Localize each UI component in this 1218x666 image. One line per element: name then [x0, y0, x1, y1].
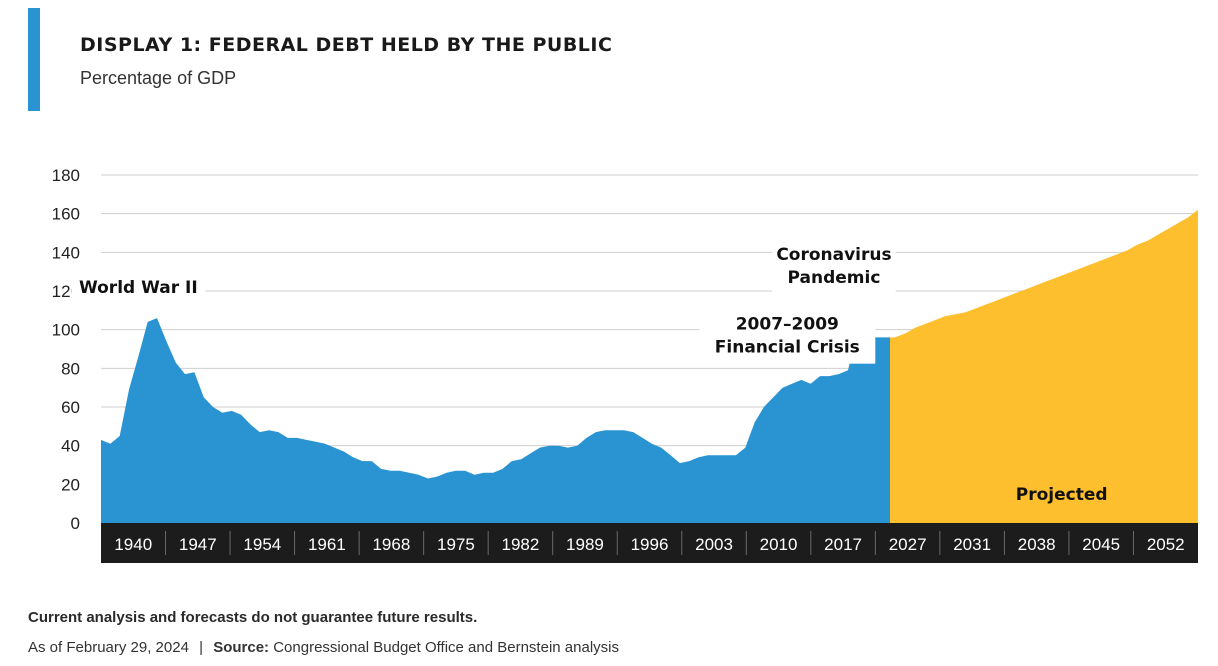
y-tick-label: 40 [61, 437, 80, 456]
projected-debt-area [890, 209, 1198, 524]
x-tick-label: 2045 [1082, 535, 1120, 554]
title-accent-bar [28, 8, 40, 111]
annotation-label: Projected [1016, 485, 1108, 505]
source-line: As of February 29, 2024 | Source: Congre… [28, 639, 619, 656]
x-tick-label: 2038 [1018, 535, 1056, 554]
source-separator: | [199, 639, 204, 656]
x-tick-label: 1989 [566, 535, 604, 554]
y-tick-label: 80 [61, 359, 80, 378]
historical-debt-area [101, 318, 890, 523]
x-axis-ticks: 1940 1947 1954 1961 1968 1975 1982 1989 1996 2003… [114, 531, 1185, 555]
source-text: Congressional Budget Office and Bernstei… [273, 639, 619, 656]
y-tick-label: 140 [52, 243, 80, 262]
chart-subtitle: Percentage of GDP [80, 68, 237, 88]
as-of-date: As of February 29, 2024 [28, 639, 189, 656]
annotation-label: Coronavirus [776, 245, 891, 265]
y-tick-label: 160 [52, 205, 80, 224]
annotations: World War II Coronavirus Pandemic 2007–2009… [71, 244, 1108, 505]
annotation-label: Financial Crisis [715, 338, 860, 358]
y-tick-label: 100 [52, 321, 80, 340]
annotation-backdrop [699, 313, 876, 364]
x-tick-label: 1940 [114, 535, 152, 554]
source-label: Source: [213, 639, 270, 656]
x-tick-label: 2010 [760, 535, 798, 554]
y-tick-label: 60 [61, 398, 80, 417]
annotation-label: World War II [79, 278, 198, 298]
x-tick-label: 2027 [889, 535, 927, 554]
x-tick-label: 1996 [631, 535, 669, 554]
x-tick-label: 1975 [437, 535, 475, 554]
annotation-backdrop [71, 276, 206, 304]
y-tick-label: 0 [71, 514, 80, 533]
y-tick-label: 20 [61, 475, 80, 494]
x-tick-label: 1947 [179, 535, 217, 554]
annotation-backdrop [772, 244, 896, 295]
x-tick-label: 2017 [824, 535, 862, 554]
x-tick-label: 1961 [308, 535, 346, 554]
annotation-label: Pandemic [788, 268, 881, 288]
x-tick-label: 2052 [1147, 535, 1185, 554]
disclaimer-text: Current analysis and forecasts do not gu… [28, 609, 478, 626]
annotation-label: 2007–2009 [736, 315, 839, 335]
chart-title: DISPLAY 1: FEDERAL DEBT HELD BY THE PUBL… [80, 34, 613, 56]
x-tick-label: 1968 [372, 535, 410, 554]
x-tick-label: 2031 [953, 535, 991, 554]
x-tick-label: 1982 [502, 535, 540, 554]
x-axis-band [101, 523, 1198, 563]
x-tick-label: 2003 [695, 535, 733, 554]
x-tick-label: 1954 [243, 535, 281, 554]
y-tick-label: 180 [52, 166, 80, 185]
area-series [101, 209, 1198, 524]
